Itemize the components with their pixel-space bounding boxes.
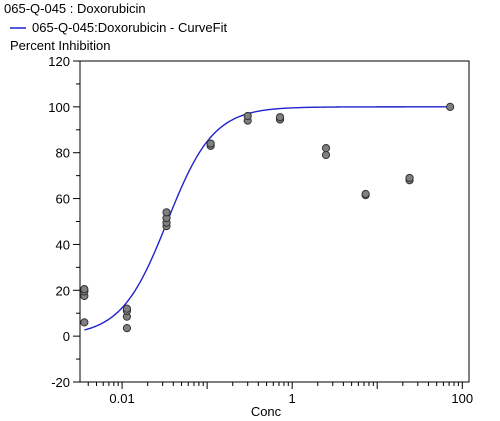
data-point (405, 173, 414, 183)
y-tick-label: 80 (56, 146, 70, 161)
legend: 065-Q-045:Doxorubicin - CurveFit (10, 20, 227, 35)
y-axis-label: Percent Inhibition (10, 38, 110, 53)
curve-fit-group (84, 106, 451, 331)
data-point (206, 139, 215, 148)
y-tick-label: 40 (56, 237, 70, 252)
x-tick-label: 100 (451, 391, 473, 406)
legend-label: 065-Q-045:Doxorubicin - CurveFit (32, 20, 227, 35)
data-point (321, 144, 331, 153)
data-point (243, 111, 252, 121)
data-point (122, 324, 132, 333)
x-tick-label: 1 (289, 391, 296, 406)
data-point (321, 150, 331, 160)
data-point (122, 304, 132, 313)
data-point (80, 285, 89, 294)
data-points (80, 102, 455, 333)
x-tick-label: 0.01 (109, 391, 134, 406)
data-point (275, 113, 285, 122)
y-tick-label: 120 (48, 54, 70, 69)
curve-fit-line (84, 106, 451, 331)
chart-title: 065-Q-045 : Doxorubicin (4, 1, 146, 16)
y-tick-label: 20 (56, 283, 70, 298)
data-point (446, 102, 455, 111)
y-tick-label: 60 (56, 192, 70, 207)
data-point (361, 189, 370, 199)
x-axis-label: Conc (251, 404, 282, 419)
y-tick-label: 100 (48, 100, 70, 115)
data-point (80, 318, 89, 327)
y-tick-label: 0 (63, 329, 70, 344)
data-point (162, 208, 171, 217)
axes: -20 0 20 40 60 80 100 120 0.01 1 100 (48, 54, 473, 406)
y-tick-label: -20 (51, 375, 70, 390)
